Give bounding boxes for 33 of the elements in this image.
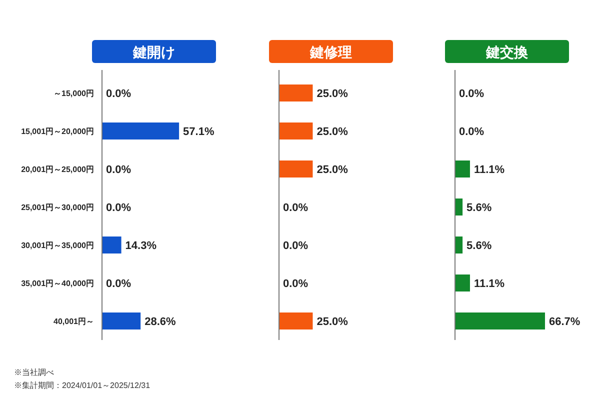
data-label: 0.0% [106,278,132,290]
y-tick-label: 15,001円～20,000円 [21,127,94,136]
data-label: 0.0% [283,278,308,290]
data-label: 25.0% [316,126,348,138]
chart-title: 鍵開け [132,44,175,60]
data-label: 25.0% [316,88,348,100]
data-label: 0.0% [106,202,132,214]
data-label: 0.0% [106,164,132,176]
y-tick-label: 30,001円～35,000円 [21,241,94,250]
data-label: 25.0% [316,316,348,328]
data-label: 66.7% [549,316,580,328]
chart-title: 鍵修理 [309,44,352,60]
y-tick-label: 20,001円～25,000円 [21,165,94,174]
chart-title: 鍵交換 [485,44,529,60]
data-label: 0.0% [459,126,484,138]
data-label: 11.1% [474,278,505,290]
y-tick-label: 25,001円～30,000円 [21,203,94,212]
data-label: 0.0% [459,88,484,100]
data-label: 14.3% [125,240,157,252]
data-label: 25.0% [316,164,348,176]
y-tick-label: 40,001円～ [54,317,94,326]
data-label: 11.1% [474,164,505,176]
text: ※集計期間：2024/01/01～2025/12/31 [14,381,151,390]
data-label: 0.0% [283,202,308,214]
y-tick-label: ～15,000円 [54,89,94,98]
text: ※当社調べ [14,368,54,377]
data-label: 5.6% [466,240,492,252]
data-label: 0.0% [106,88,132,100]
data-label: 0.0% [283,240,308,252]
y-tick-label: 35,001円～40,000円 [21,279,94,288]
data-label: 28.6% [144,316,176,328]
data-label: 57.1% [183,126,214,138]
data-label: 5.6% [466,202,492,214]
